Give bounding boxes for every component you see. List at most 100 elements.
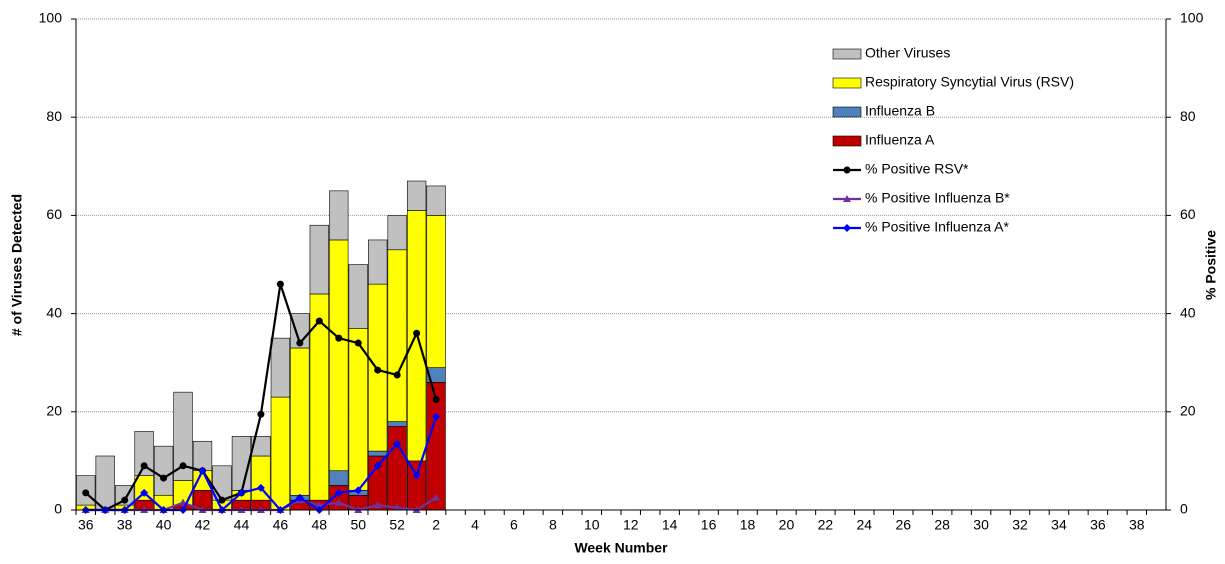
bar-segment	[426, 215, 446, 368]
bar-segment	[309, 224, 329, 295]
x-tick-label: 46	[273, 517, 289, 533]
x-tick-label: 10	[584, 517, 600, 533]
bar-segment	[368, 450, 388, 457]
line-marker	[335, 334, 343, 342]
line-marker	[354, 339, 362, 347]
line-marker	[276, 280, 284, 288]
y2-tick-label: 40	[1180, 304, 1196, 320]
line-marker	[393, 439, 402, 448]
line-marker	[413, 329, 421, 337]
legend-label: Other Viruses	[865, 45, 950, 61]
line-marker	[179, 462, 187, 470]
x-tick-label: 8	[549, 517, 557, 533]
bar-segment	[153, 445, 174, 496]
line-marker	[121, 496, 129, 504]
bar-segment	[173, 391, 193, 481]
line-marker	[82, 489, 90, 497]
line-marker	[315, 317, 323, 325]
legend-label: Influenza A	[865, 132, 935, 148]
line-marker	[198, 466, 207, 475]
bar-segment	[329, 239, 349, 472]
line-marker	[315, 501, 324, 509]
line-marker	[237, 488, 246, 497]
bar-segment	[329, 470, 349, 486]
x-tick-label: 52	[389, 517, 405, 533]
x-tick-label: 28	[934, 517, 950, 533]
y2-tick-label: 20	[1180, 403, 1196, 419]
line-marker	[140, 488, 149, 497]
bar-segment	[309, 293, 329, 501]
bar-segment	[368, 239, 388, 285]
x-tick-label: 12	[623, 517, 639, 533]
line-marker	[334, 488, 343, 497]
x-tick-label: 22	[818, 517, 834, 533]
line-marker	[373, 461, 382, 470]
x-tick-label: 20	[779, 517, 795, 533]
bar-segment	[251, 436, 271, 457]
legend-marker	[843, 166, 851, 174]
line-marker	[374, 366, 382, 374]
y-axis-title: # of Viruses Detected	[9, 194, 25, 336]
x-tick-label: 44	[234, 517, 250, 533]
legend-label: % Positive RSV*	[865, 161, 969, 177]
line-marker	[334, 498, 343, 506]
bar-segment	[290, 347, 310, 496]
x-tick-label: 6	[510, 517, 518, 533]
y2-tick-label: 100	[1180, 10, 1204, 26]
bar-segment	[387, 426, 407, 511]
x-tick-label: 38	[1129, 517, 1145, 533]
legend-label: Respiratory Syncytial Virus (RSV)	[865, 74, 1074, 90]
y2-tick-label: 80	[1180, 108, 1196, 124]
legend-swatch	[832, 106, 862, 118]
y-tick-label: 80	[46, 108, 62, 124]
x-tick-label: 14	[662, 517, 678, 533]
x-tick-label: 34	[1051, 517, 1067, 533]
bar-segment	[406, 180, 427, 211]
bar-segment	[387, 215, 407, 251]
line-marker	[412, 471, 421, 480]
legend-label: Influenza B	[865, 103, 935, 119]
line-marker	[140, 462, 148, 470]
x-tick-label: 36	[1090, 517, 1106, 533]
line-marker	[432, 396, 440, 404]
bar-segment	[329, 190, 349, 241]
y-tick-label: 40	[46, 304, 62, 320]
line-marker	[373, 501, 382, 509]
bar-segment	[387, 249, 407, 422]
x-tick-label: 30	[973, 517, 989, 533]
x-tick-label: 42	[195, 517, 211, 533]
bar-segment	[251, 455, 271, 501]
x-tick-label: 2	[432, 517, 440, 533]
x-tick-label: 18	[740, 517, 756, 533]
x-tick-label: 24	[857, 517, 873, 533]
line-marker	[393, 371, 401, 379]
x-axis-title: Week Number	[574, 540, 668, 556]
line-marker	[257, 410, 265, 418]
y-tick-label: 20	[46, 403, 62, 419]
bar-segment	[192, 440, 213, 472]
x-tick-label: 36	[78, 517, 94, 533]
bar-segment	[348, 264, 368, 329]
x-tick-label: 38	[117, 517, 133, 533]
legend-label: % Positive Influenza B*	[865, 190, 1010, 206]
line-marker	[218, 496, 226, 504]
y-tick-label: 0	[54, 501, 62, 517]
bar-segment	[134, 431, 154, 476]
y2-tick-label: 0	[1180, 501, 1188, 517]
x-tick-label: 50	[350, 517, 366, 533]
line-marker	[160, 474, 168, 482]
line-marker	[256, 483, 265, 492]
line-marker	[354, 486, 363, 495]
bar-segment	[270, 337, 291, 398]
y-tick-label: 60	[46, 206, 62, 222]
bar-segment	[426, 185, 446, 216]
legend-marker	[843, 224, 851, 232]
legend-swatch	[832, 135, 862, 147]
bar-segment	[406, 460, 427, 511]
x-tick-label: 16	[701, 517, 717, 533]
legend-swatch	[832, 48, 862, 60]
bar-segment	[387, 421, 407, 427]
y-tick-label: 100	[39, 10, 63, 26]
bar-segment	[95, 455, 115, 511]
